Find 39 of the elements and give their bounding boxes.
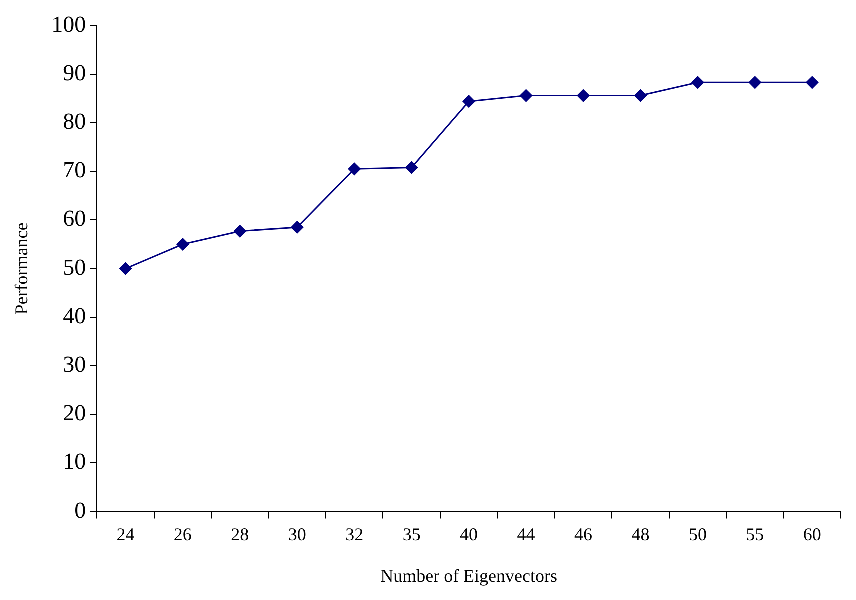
x-tick-label: 30 — [288, 524, 306, 544]
y-tick-label: 0 — [74, 498, 86, 523]
x-tick-label: 46 — [574, 524, 592, 544]
x-tick-label: 50 — [688, 524, 707, 544]
y-axis-title: Performance — [12, 222, 32, 315]
point — [406, 161, 418, 174]
y-tick-label: 80 — [63, 109, 86, 134]
x-tick-label: 55 — [746, 524, 764, 544]
point — [748, 76, 762, 89]
point — [348, 162, 361, 176]
y-tick-label: 10 — [63, 449, 86, 474]
x-tick-label: 32 — [346, 524, 364, 544]
point — [520, 90, 533, 102]
point — [176, 238, 190, 251]
y-tick-label: 60 — [63, 206, 86, 232]
x-tick-label: 60 — [803, 524, 822, 544]
y-tick-label: 70 — [63, 158, 86, 183]
point — [291, 221, 304, 234]
x-axis-title: Number of Eigenvectors — [380, 566, 558, 586]
y-tick-label: 40 — [63, 303, 86, 328]
y-tick-label: 90 — [63, 60, 86, 86]
x-tick-label: 26 — [174, 524, 192, 544]
x-tick-label: 44 — [517, 524, 536, 544]
point — [692, 76, 704, 89]
point — [577, 90, 590, 102]
x-tick-label: 28 — [231, 524, 250, 544]
point — [119, 262, 132, 276]
point — [634, 90, 647, 102]
y-tick-label: 100 — [52, 12, 86, 37]
y-tick-label: 30 — [63, 352, 86, 378]
x-tick-label: 40 — [460, 524, 478, 544]
y-tick-label: 50 — [63, 254, 86, 280]
x-tick-label: 48 — [632, 524, 650, 544]
point — [234, 225, 246, 238]
x-tick-label: 24 — [116, 524, 135, 544]
point — [806, 76, 819, 89]
y-tick-label: 20 — [63, 400, 86, 426]
x-tick-label: 35 — [402, 524, 421, 544]
point — [462, 95, 476, 108]
